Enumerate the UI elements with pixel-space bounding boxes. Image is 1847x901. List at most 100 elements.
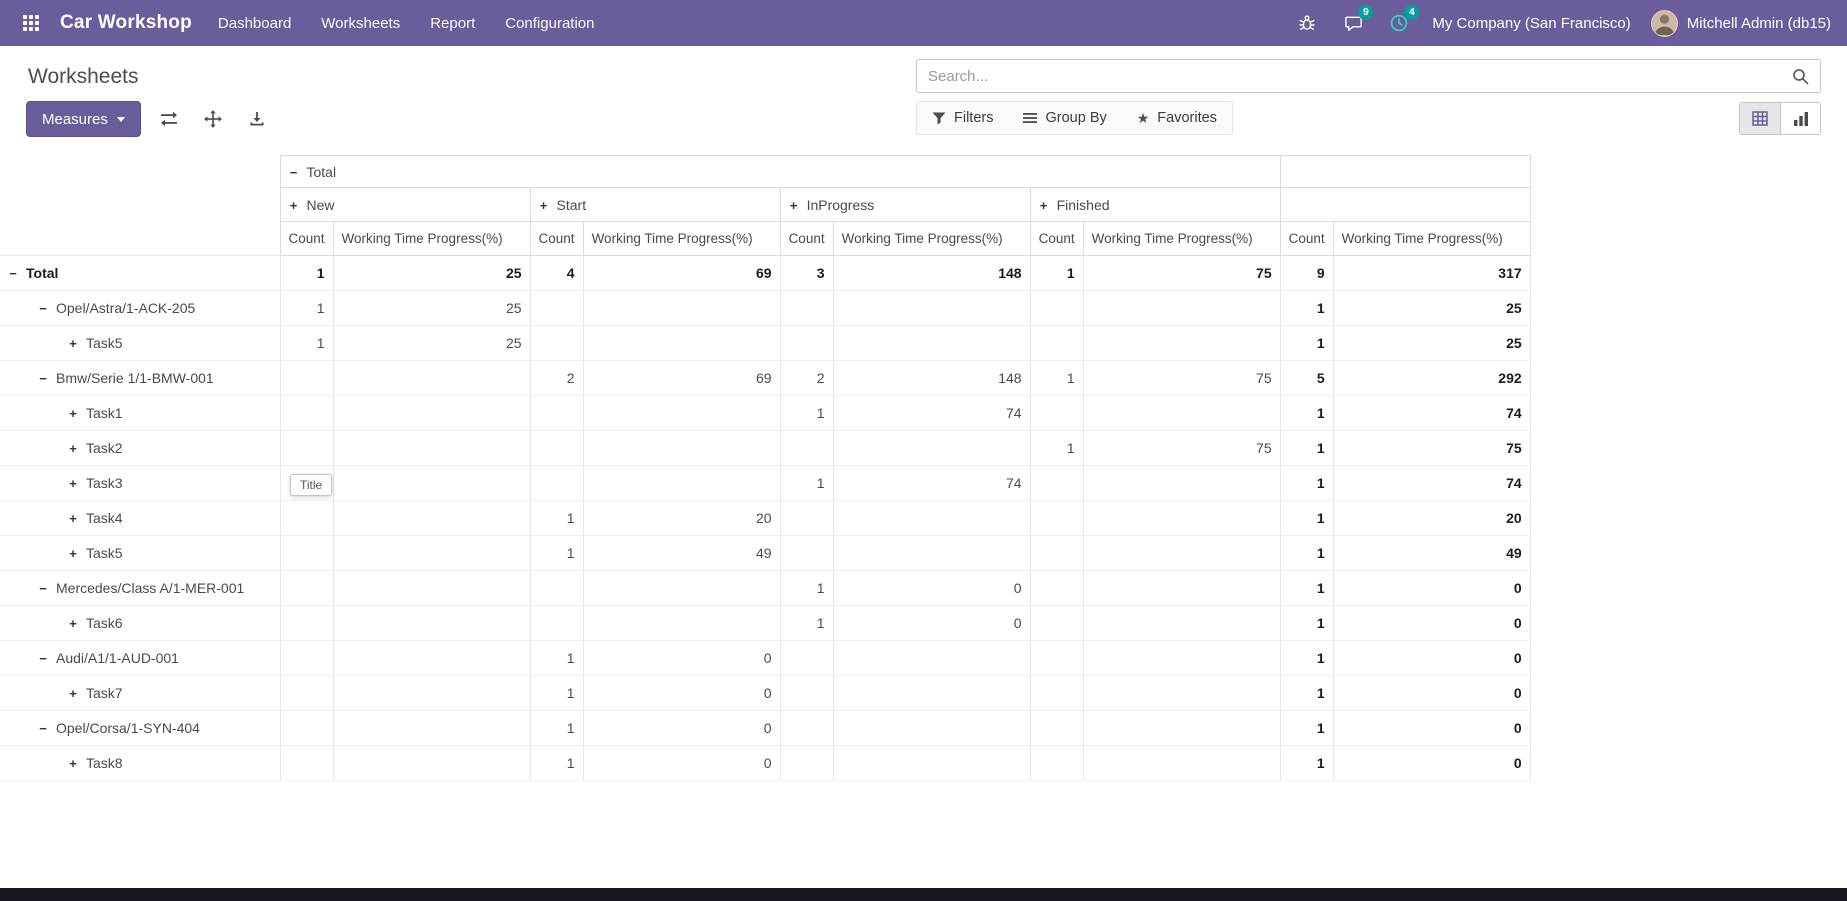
messages-icon[interactable]: 9 — [1340, 5, 1374, 36]
debug-bug-icon[interactable] — [1294, 10, 1320, 36]
measure-progress-header[interactable]: Working Time Progress(%) — [332, 221, 531, 256]
expand-icon[interactable]: + — [69, 441, 77, 456]
pivot-cell: 49 — [1332, 535, 1531, 571]
menu-item-configuration[interactable]: Configuration — [505, 14, 595, 32]
expand-icon[interactable]: + — [69, 406, 77, 421]
expand-icon[interactable]: + — [69, 756, 77, 771]
pivot-row: + Task5 1 25 1 25 — [0, 325, 1531, 361]
menu-item-report[interactable]: Report — [430, 14, 476, 32]
collapse-icon[interactable]: − — [39, 721, 47, 736]
pivot-row: − Opel/Astra/1-ACK-205 1 25 1 25 — [0, 290, 1531, 326]
user-name: Mitchell Admin (db15) — [1686, 14, 1831, 32]
user-menu[interactable]: Mitchell Admin (db15) — [1650, 9, 1831, 37]
expand-icon[interactable]: + — [69, 686, 77, 701]
pivot-col-header-total[interactable]: − Total — [279, 155, 1281, 188]
pivot-cell — [582, 395, 781, 431]
pivot-cell — [332, 535, 531, 571]
pivot-view-button[interactable] — [1740, 102, 1780, 134]
pivot-cell — [832, 290, 1031, 326]
pivot-col-group-inprogress[interactable]: + InProgress — [779, 187, 1031, 222]
pivot-row-header-task3[interactable]: + Task3 — [0, 465, 281, 501]
collapse-icon[interactable]: − — [39, 581, 47, 596]
pivot-row-label: Task3 — [86, 475, 123, 491]
company-switcher[interactable]: My Company (San Francisco) — [1432, 14, 1631, 32]
bar-chart-view-button[interactable] — [1780, 102, 1820, 134]
pivot-row-header-bmw-serie-1-1-bmw-001[interactable]: − Bmw/Serie 1/1-BMW-001 — [0, 360, 281, 396]
measure-progress-header[interactable]: Working Time Progress(%) — [832, 221, 1031, 256]
measure-progress-header[interactable]: Working Time Progress(%) — [1332, 221, 1531, 256]
pivot-col-group-new[interactable]: + New — [279, 187, 531, 222]
pivot-cell — [1082, 605, 1281, 641]
measure-count-header[interactable]: Count — [1279, 221, 1334, 256]
collapse-icon[interactable]: − — [39, 651, 47, 666]
pivot-row-header-task5[interactable]: + Task5 — [0, 325, 281, 361]
pivot-cell: 0 — [1332, 570, 1531, 606]
measures-button[interactable]: Measures — [26, 101, 141, 137]
expand-icon[interactable]: + — [789, 197, 798, 213]
pivot-row-label: Task1 — [86, 405, 123, 421]
expand-icon[interactable]: + — [289, 197, 298, 213]
pivot-cell: 2 — [779, 360, 834, 396]
pivot-cell — [1082, 570, 1281, 606]
filters-label: Filters — [954, 110, 994, 126]
pivot-cell: 1 — [1279, 640, 1334, 676]
pivot-row-header-audi-a1-1-aud-001[interactable]: − Audi/A1/1-AUD-001 — [0, 640, 281, 676]
pivot-cell: 0 — [582, 640, 781, 676]
apps-grid-icon[interactable] — [16, 8, 46, 38]
expand-icon[interactable]: + — [69, 546, 77, 561]
activities-clock-icon[interactable]: 4 — [1386, 5, 1420, 36]
menu-item-dashboard[interactable]: Dashboard — [217, 14, 292, 32]
pivot-col-group-finished[interactable]: + Finished — [1029, 187, 1281, 222]
measure-progress-header[interactable]: Working Time Progress(%) — [582, 221, 781, 256]
measure-count-header[interactable]: Count — [1029, 221, 1084, 256]
pivot-cell — [279, 710, 334, 746]
measure-count-header[interactable]: Count — [529, 221, 584, 256]
expand-icon[interactable]: + — [69, 616, 77, 631]
pivot-cell — [529, 430, 584, 466]
favorites-button[interactable]: ★ Favorites — [1122, 102, 1232, 134]
expand-icon[interactable]: + — [69, 476, 77, 491]
collapse-icon[interactable]: − — [289, 164, 298, 180]
pivot-row-header-task4[interactable]: + Task4 — [0, 500, 281, 536]
pivot-cell: 1 — [779, 570, 834, 606]
pivot-cell — [529, 605, 584, 641]
expand-icon[interactable]: + — [69, 336, 77, 351]
pivot-row-header-opel-corsa-1-syn-404[interactable]: − Opel/Corsa/1-SYN-404 — [0, 710, 281, 746]
expand-icon[interactable]: + — [69, 511, 77, 526]
search-input[interactable] — [928, 67, 1792, 85]
pivot-cell: 4 — [529, 255, 584, 291]
pivot-row-header-mercedes-class-a-1-mer-001[interactable]: − Mercedes/Class A/1-MER-001 — [0, 570, 281, 606]
expand-icon[interactable]: + — [539, 197, 548, 213]
collapse-icon[interactable]: − — [39, 301, 47, 316]
pivot-row: + Task7 1 0 1 0 — [0, 675, 1531, 711]
pivot-row-header-task8[interactable]: + Task8 — [0, 745, 281, 781]
pivot-row-header-task1[interactable]: + Task1 — [0, 395, 281, 431]
menu-item-worksheets[interactable]: Worksheets — [321, 14, 401, 32]
search-icon[interactable] — [1792, 68, 1809, 85]
pivot-cell: 0 — [1332, 745, 1531, 781]
group-by-button[interactable]: Group By — [1008, 102, 1121, 134]
filters-button[interactable]: Filters — [917, 102, 1008, 134]
pivot-cell: 74 — [832, 465, 1031, 501]
measure-progress-header[interactable]: Working Time Progress(%) — [1082, 221, 1281, 256]
pivot-cell: 20 — [582, 500, 781, 536]
pivot-cell: 25 — [1332, 290, 1531, 326]
pivot-row: + Task2 1 75 1 75 — [0, 430, 1531, 466]
pivot-row-header-total[interactable]: − Total — [0, 255, 281, 291]
measure-count-header[interactable]: Count — [779, 221, 834, 256]
pivot-col-group-start[interactable]: + Start — [529, 187, 781, 222]
expand-icon[interactable]: + — [1039, 197, 1048, 213]
pivot-row-header-task6[interactable]: + Task6 — [0, 605, 281, 641]
expand-all-button[interactable] — [197, 103, 229, 135]
download-button[interactable] — [241, 103, 273, 135]
app-title[interactable]: Car Workshop — [60, 12, 192, 33]
pivot-cell: 25 — [332, 255, 531, 291]
flip-axis-button[interactable] — [153, 103, 185, 135]
pivot-row-header-task2[interactable]: + Task2 — [0, 430, 281, 466]
collapse-icon[interactable]: − — [39, 371, 47, 386]
pivot-row-header-task7[interactable]: + Task7 — [0, 675, 281, 711]
collapse-icon[interactable]: − — [9, 266, 17, 281]
pivot-row-header-task5[interactable]: + Task5 — [0, 535, 281, 571]
measure-count-header[interactable]: Count — [279, 221, 334, 256]
pivot-row-header-opel-astra-1-ack-205[interactable]: − Opel/Astra/1-ACK-205 — [0, 290, 281, 326]
